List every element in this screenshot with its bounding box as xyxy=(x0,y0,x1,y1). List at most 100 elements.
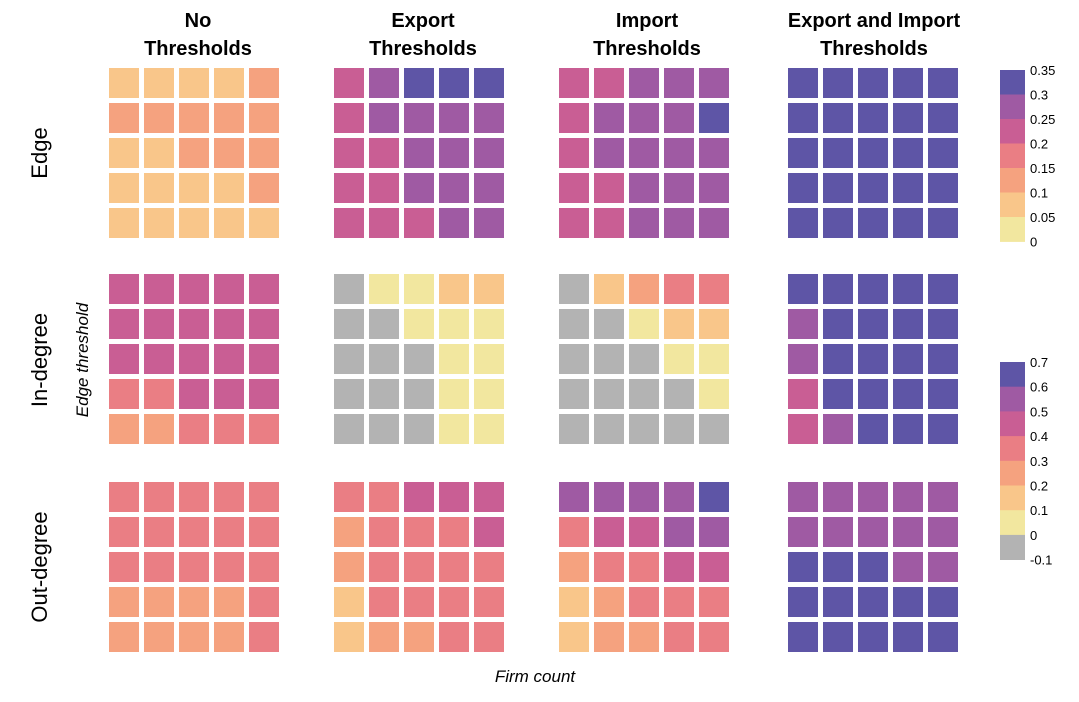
row-title-edge: Edge xyxy=(27,127,52,178)
cell-out-degree-no-thresholds-r2-c1 xyxy=(109,517,139,547)
cell-edge-import-thresholds-r4-c5 xyxy=(699,173,729,203)
cell-out-degree-export-thresholds-r5-c4 xyxy=(439,622,469,652)
cell-in-degree-export-import-thresholds-r4-c3 xyxy=(858,379,888,409)
cell-out-degree-export-thresholds-r3-c2 xyxy=(369,552,399,582)
cell-edge-export-import-thresholds-r1-c1 xyxy=(788,68,818,98)
cell-in-degree-import-thresholds-r5-c2 xyxy=(594,414,624,444)
cell-in-degree-import-thresholds-r4-c3 xyxy=(629,379,659,409)
cell-in-degree-export-thresholds-r5-c1 xyxy=(334,414,364,444)
cell-out-degree-import-thresholds-r5-c2 xyxy=(594,622,624,652)
cell-out-degree-import-thresholds-r4-c4 xyxy=(664,587,694,617)
cell-out-degree-import-thresholds-r2-c5 xyxy=(699,517,729,547)
cell-in-degree-export-thresholds-r5-c4 xyxy=(439,414,469,444)
cell-in-degree-export-import-thresholds-r2-c1 xyxy=(788,309,818,339)
y-axis-label: Edge threshold xyxy=(73,302,92,417)
degree-legend-bin-6 xyxy=(1000,485,1025,511)
edge-legend-tick-label: 0.25 xyxy=(1030,112,1055,127)
cell-in-degree-import-thresholds-r5-c4 xyxy=(664,414,694,444)
degree-legend: 0.7 0.6 0.5 0.4 0.3 0.2 0.1 0 -0.1 xyxy=(1000,355,1052,568)
degree-legend-bin-8 xyxy=(1000,534,1025,560)
edge-legend-bin-2 xyxy=(1000,94,1025,120)
cell-in-degree-export-thresholds-r3-c4 xyxy=(439,344,469,374)
cell-in-degree-export-import-thresholds-r4-c5 xyxy=(928,379,958,409)
cell-out-degree-export-thresholds-r2-c1 xyxy=(334,517,364,547)
cell-edge-export-import-thresholds-r4-c3 xyxy=(858,173,888,203)
cell-in-degree-no-thresholds-r2-c2 xyxy=(144,309,174,339)
cell-in-degree-export-thresholds-r1-c5 xyxy=(474,274,504,304)
cell-out-degree-no-thresholds-r3-c1 xyxy=(109,552,139,582)
cell-out-degree-export-import-thresholds-r5-c3 xyxy=(858,622,888,652)
cell-out-degree-no-thresholds-r5-c4 xyxy=(214,622,244,652)
cell-edge-import-thresholds-r1-c4 xyxy=(664,68,694,98)
cell-edge-no-thresholds-r1-c2 xyxy=(144,68,174,98)
cell-out-degree-export-thresholds-r2-c4 xyxy=(439,517,469,547)
cell-out-degree-export-import-thresholds-r2-c1 xyxy=(788,517,818,547)
cell-in-degree-export-import-thresholds-r1-c3 xyxy=(858,274,888,304)
cell-in-degree-export-thresholds-r2-c3 xyxy=(404,309,434,339)
cell-edge-import-thresholds-r4-c4 xyxy=(664,173,694,203)
cell-out-degree-no-thresholds-r2-c5 xyxy=(249,517,279,547)
cell-edge-export-import-thresholds-r1-c5 xyxy=(928,68,958,98)
x-axis-label: Firm count xyxy=(495,667,577,686)
cell-in-degree-no-thresholds-r2-c4 xyxy=(214,309,244,339)
degree-legend-tick-label: -0.1 xyxy=(1030,553,1052,568)
cell-in-degree-export-import-thresholds-r3-c2 xyxy=(823,344,853,374)
cell-out-degree-import-thresholds-r1-c3 xyxy=(629,482,659,512)
cell-out-degree-export-import-thresholds-r3-c2 xyxy=(823,552,853,582)
cell-out-degree-no-thresholds-r4-c3 xyxy=(179,587,209,617)
edge-legend-tick-label: 0.1 xyxy=(1030,186,1048,201)
edge-legend-bin-6 xyxy=(1000,192,1025,218)
cell-in-degree-no-thresholds-r4-c1 xyxy=(109,379,139,409)
cell-edge-export-import-thresholds-r1-c3 xyxy=(858,68,888,98)
cell-edge-import-thresholds-r4-c2 xyxy=(594,173,624,203)
cell-out-degree-export-thresholds-r3-c3 xyxy=(404,552,434,582)
cell-out-degree-no-thresholds-r2-c2 xyxy=(144,517,174,547)
cell-out-degree-export-import-thresholds-r2-c4 xyxy=(893,517,923,547)
cell-edge-import-thresholds-r1-c3 xyxy=(629,68,659,98)
cell-out-degree-no-thresholds-r3-c5 xyxy=(249,552,279,582)
cell-edge-export-import-thresholds-r2-c2 xyxy=(823,103,853,133)
degree-legend-tick-label: 0.6 xyxy=(1030,380,1048,395)
cell-in-degree-export-import-thresholds-r1-c4 xyxy=(893,274,923,304)
cell-edge-export-thresholds-r4-c1 xyxy=(334,173,364,203)
cell-in-degree-import-thresholds-r2-c2 xyxy=(594,309,624,339)
edge-legend-bin-1 xyxy=(1000,70,1025,95)
cell-out-degree-no-thresholds-r5-c2 xyxy=(144,622,174,652)
edge-legend: 0.35 0.3 0.25 0.2 0.15 0.1 0.05 0 xyxy=(1000,63,1055,250)
cell-in-degree-no-thresholds-r5-c1 xyxy=(109,414,139,444)
cell-in-degree-import-thresholds-r5-c5 xyxy=(699,414,729,444)
cell-out-degree-export-thresholds-r4-c1 xyxy=(334,587,364,617)
cell-edge-export-import-thresholds-r3-c3 xyxy=(858,138,888,168)
cell-out-degree-export-import-thresholds-r3-c3 xyxy=(858,552,888,582)
cell-in-degree-import-thresholds-r4-c4 xyxy=(664,379,694,409)
cell-out-degree-no-thresholds-r1-c2 xyxy=(144,482,174,512)
cell-in-degree-no-thresholds-r3-c4 xyxy=(214,344,244,374)
cell-out-degree-export-import-thresholds-r1-c5 xyxy=(928,482,958,512)
cell-edge-export-import-thresholds-r5-c1 xyxy=(788,208,818,238)
cell-in-degree-no-thresholds-r1-c1 xyxy=(109,274,139,304)
cell-in-degree-export-import-thresholds-r2-c3 xyxy=(858,309,888,339)
cell-out-degree-export-import-thresholds-r1-c3 xyxy=(858,482,888,512)
cell-out-degree-export-import-thresholds-r5-c1 xyxy=(788,622,818,652)
cell-edge-import-thresholds-r5-c2 xyxy=(594,208,624,238)
cell-in-degree-export-thresholds-r5-c5 xyxy=(474,414,504,444)
edge-legend-bin-7 xyxy=(1000,217,1025,242)
cell-edge-no-thresholds-r3-c5 xyxy=(249,138,279,168)
cell-edge-export-import-thresholds-r3-c5 xyxy=(928,138,958,168)
cell-in-degree-export-import-thresholds-r2-c5 xyxy=(928,309,958,339)
cell-out-degree-import-thresholds-r1-c4 xyxy=(664,482,694,512)
cell-in-degree-export-thresholds-r5-c3 xyxy=(404,414,434,444)
cell-out-degree-import-thresholds-r1-c5 xyxy=(699,482,729,512)
cell-in-degree-no-thresholds-r5-c2 xyxy=(144,414,174,444)
column-title-export-thresholds-line2: Thresholds xyxy=(369,38,477,60)
cell-edge-import-thresholds-r2-c4 xyxy=(664,103,694,133)
cell-edge-import-thresholds-r3-c4 xyxy=(664,138,694,168)
row-titles: Edge In-degree Out-degree xyxy=(27,127,52,622)
edge-legend-tick-label: 0.05 xyxy=(1030,210,1055,225)
cell-in-degree-export-thresholds-r3-c3 xyxy=(404,344,434,374)
cell-edge-export-thresholds-r2-c5 xyxy=(474,103,504,133)
cell-edge-export-thresholds-r3-c4 xyxy=(439,138,469,168)
cell-out-degree-import-thresholds-r3-c1 xyxy=(559,552,589,582)
row-title-in-degree: In-degree xyxy=(27,313,52,407)
cell-in-degree-export-thresholds-r2-c2 xyxy=(369,309,399,339)
